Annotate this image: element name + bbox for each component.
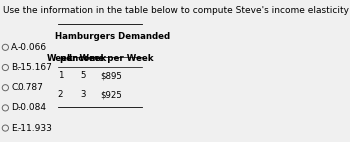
Text: Income per Week: Income per Week xyxy=(69,54,154,63)
Text: 2: 2 xyxy=(58,90,63,100)
Text: 0.787: 0.787 xyxy=(18,83,44,92)
Text: C.: C. xyxy=(11,83,20,92)
Text: -11.933: -11.933 xyxy=(18,124,52,133)
Text: E.: E. xyxy=(11,124,20,133)
Text: -0.084: -0.084 xyxy=(18,103,47,112)
Text: $895: $895 xyxy=(100,71,122,80)
Text: Use the information in the table below to compute Steve's income elasticity of d: Use the information in the table below t… xyxy=(3,6,350,15)
Text: $925: $925 xyxy=(100,90,122,100)
Text: Week: Week xyxy=(47,54,74,63)
Text: B.: B. xyxy=(11,63,20,72)
Text: 3: 3 xyxy=(80,90,86,100)
Text: -0.066: -0.066 xyxy=(18,43,47,52)
Text: D.: D. xyxy=(11,103,21,112)
Text: 1: 1 xyxy=(58,71,63,80)
Text: A.: A. xyxy=(11,43,20,52)
Text: per Week: per Week xyxy=(60,54,106,63)
Text: -15.167: -15.167 xyxy=(18,63,52,72)
Text: 5: 5 xyxy=(80,71,86,80)
Text: Hamburgers Demanded: Hamburgers Demanded xyxy=(55,32,170,41)
